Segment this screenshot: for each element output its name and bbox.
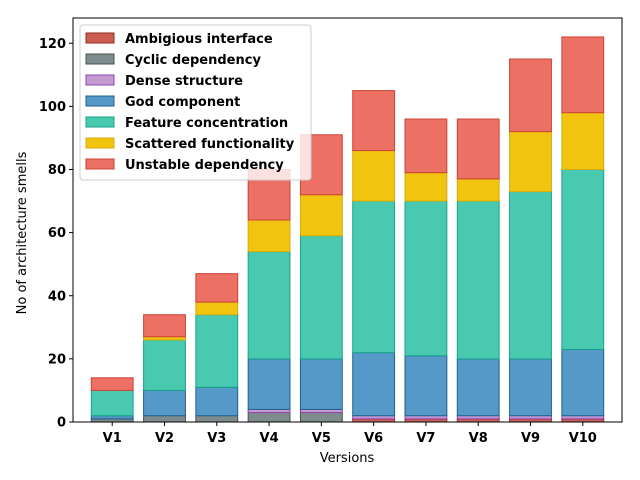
bar-segment xyxy=(404,172,448,202)
bar-segment xyxy=(352,200,396,354)
y-tick-label: 60 xyxy=(48,226,66,241)
bar-segment xyxy=(561,169,605,350)
bar-segment xyxy=(352,90,396,152)
plot-frame xyxy=(72,17,623,423)
legend-label: Ambigious interface xyxy=(125,32,273,47)
x-tick-label: V2 xyxy=(155,431,174,446)
bar-segment xyxy=(404,118,448,174)
bar-segment xyxy=(509,58,552,133)
y-tick-label: 120 xyxy=(39,37,66,52)
bar-segment xyxy=(195,386,239,417)
legend-swatch xyxy=(85,95,115,107)
legend-label: Cyclic dependency xyxy=(125,53,261,68)
bar-segment xyxy=(352,352,396,417)
x-tick-label: V1 xyxy=(103,431,122,446)
x-tick-label: V8 xyxy=(469,431,488,446)
bar-segment xyxy=(299,412,343,423)
x-tick-label: V5 xyxy=(312,431,331,446)
bar-segment xyxy=(195,273,239,303)
bar-segment xyxy=(456,118,500,180)
x-tick-label: V10 xyxy=(569,431,597,446)
bar-segment xyxy=(247,219,291,253)
bar-segment xyxy=(195,415,239,423)
x-tick-label: V6 xyxy=(364,431,383,446)
bar-segment xyxy=(90,377,134,391)
y-tick-label: 100 xyxy=(39,100,66,115)
bar-segment xyxy=(247,358,291,410)
y-tick-label: 40 xyxy=(48,289,66,304)
legend-swatch xyxy=(85,116,115,128)
bar-segment xyxy=(561,112,605,171)
bar-segment xyxy=(456,358,500,417)
legend: Ambigious interface Cyclic dependency Dens… xyxy=(79,24,312,181)
bar-segment xyxy=(404,200,448,357)
bar-segment xyxy=(143,339,186,391)
bar-segment xyxy=(561,36,605,114)
legend-swatch xyxy=(85,137,115,149)
legend-swatch xyxy=(85,53,115,65)
bar-segment xyxy=(352,150,396,202)
bar-segment xyxy=(299,235,343,360)
x-tick-label: V3 xyxy=(207,431,226,446)
legend-label: God component xyxy=(125,95,240,110)
x-tick-label: V4 xyxy=(260,431,279,446)
bar-segment xyxy=(143,314,186,338)
y-tick-label: 0 xyxy=(57,416,66,431)
legend-swatch xyxy=(85,32,115,44)
bar-segment xyxy=(90,389,134,417)
legend-label: Feature concentration xyxy=(125,116,288,131)
legend-box xyxy=(79,24,312,181)
legend-label: Dense structure xyxy=(125,74,243,89)
y-axis-label: No of architecture smells xyxy=(15,151,30,314)
y-tick-label: 20 xyxy=(48,352,66,367)
bar-segment xyxy=(143,389,186,417)
bar-segment xyxy=(509,358,552,417)
y-tick-label: 80 xyxy=(48,163,66,178)
bar-segment xyxy=(195,301,239,316)
x-tick-label: V7 xyxy=(416,431,435,446)
bar-segment xyxy=(509,131,552,193)
bar-segment xyxy=(299,358,343,410)
bar-segment xyxy=(509,191,552,360)
legend-swatch xyxy=(85,158,115,170)
bar-segment xyxy=(247,412,291,423)
x-tick-label: V9 xyxy=(521,431,540,446)
bar-segment xyxy=(143,415,186,423)
bar-segment xyxy=(404,355,448,417)
bar-segment xyxy=(299,194,343,237)
bar-segment xyxy=(247,251,291,360)
axes-layer: 0 20 40 60 80 100 120 V1 V2 V3 V4 V5 V6 V7 V8 V9 V10 xyxy=(39,17,623,446)
bars-layer xyxy=(90,36,605,423)
legend-label: Unstable dependency xyxy=(125,158,284,173)
legend-swatch xyxy=(85,74,115,86)
bar-segment xyxy=(561,348,605,417)
bar-segment xyxy=(456,200,500,360)
x-axis-label: Versions xyxy=(320,451,375,466)
legend-label: Scattered functionality xyxy=(125,137,295,152)
bar-segment xyxy=(456,178,500,202)
bar-segment xyxy=(195,314,239,388)
